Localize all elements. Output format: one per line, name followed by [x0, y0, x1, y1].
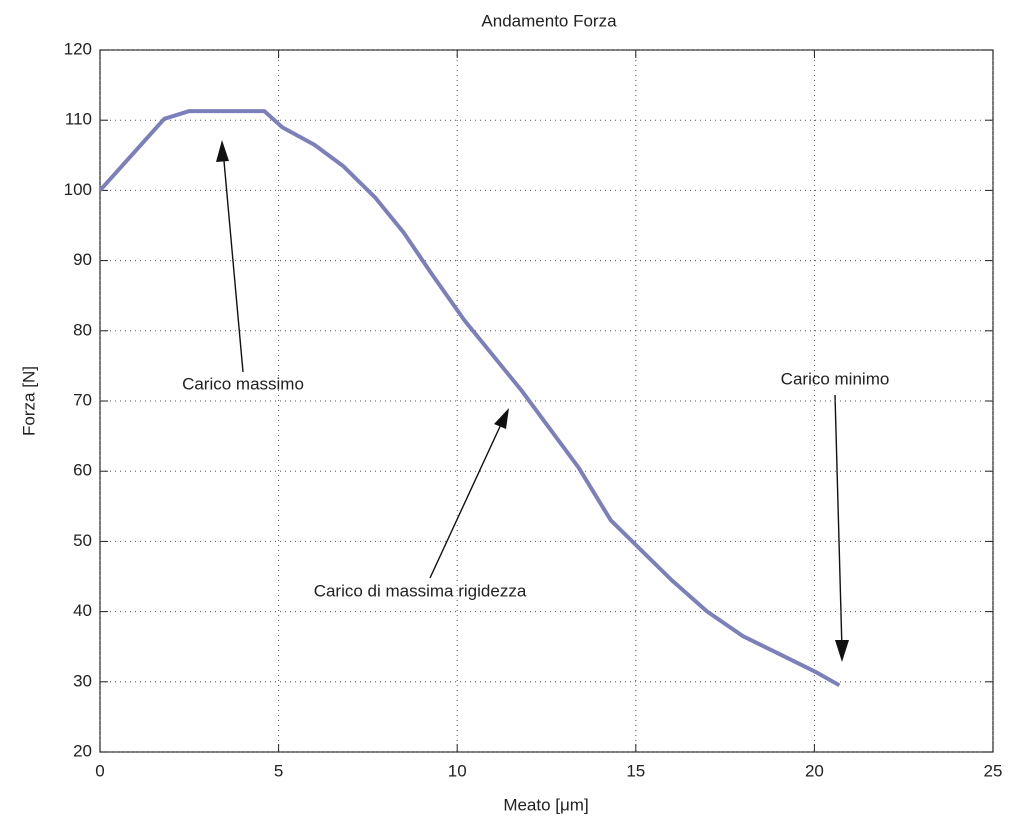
- arrowhead: [494, 408, 509, 429]
- x-tick-label: 25: [984, 761, 1003, 780]
- x-tick-label: 15: [626, 761, 645, 780]
- y-tick-label: 110: [65, 110, 92, 129]
- x-axis-label: Meato [μm]: [503, 795, 588, 814]
- y-axis-label: Forza [N]: [19, 366, 38, 436]
- annotation: Carico massimo: [182, 374, 304, 393]
- arrowhead: [216, 140, 229, 162]
- y-tick-label: 90: [73, 250, 92, 269]
- y-tick-label: 30: [73, 671, 92, 690]
- arrow: [222, 149, 244, 373]
- x-tick-label: 20: [805, 761, 824, 780]
- chart-title: Andamento Forza: [481, 11, 617, 30]
- x-tick-label: 5: [274, 761, 283, 780]
- y-tick-label: 60: [73, 461, 92, 480]
- line: [98, 109, 841, 688]
- annotation-arrows: [216, 140, 849, 662]
- y-tick-label: 100: [64, 180, 92, 199]
- plot-frame: [99, 49, 994, 753]
- y-tick-label: 50: [73, 531, 92, 550]
- arrowhead: [835, 640, 849, 662]
- y-tick-label: 40: [73, 601, 92, 620]
- annotation: Carico di massima rigidezza: [314, 581, 527, 600]
- y-tick-label: 70: [73, 390, 92, 409]
- arrow: [429, 419, 504, 579]
- arrow: [834, 394, 843, 651]
- y-tick-label: 120: [64, 39, 92, 58]
- y-tick-label: 80: [73, 320, 92, 339]
- x-tick-label: 10: [448, 761, 467, 780]
- x-tick-label: 0: [95, 761, 104, 780]
- y-tick-label: 20: [73, 741, 92, 760]
- annotation: Carico minimo: [781, 369, 890, 388]
